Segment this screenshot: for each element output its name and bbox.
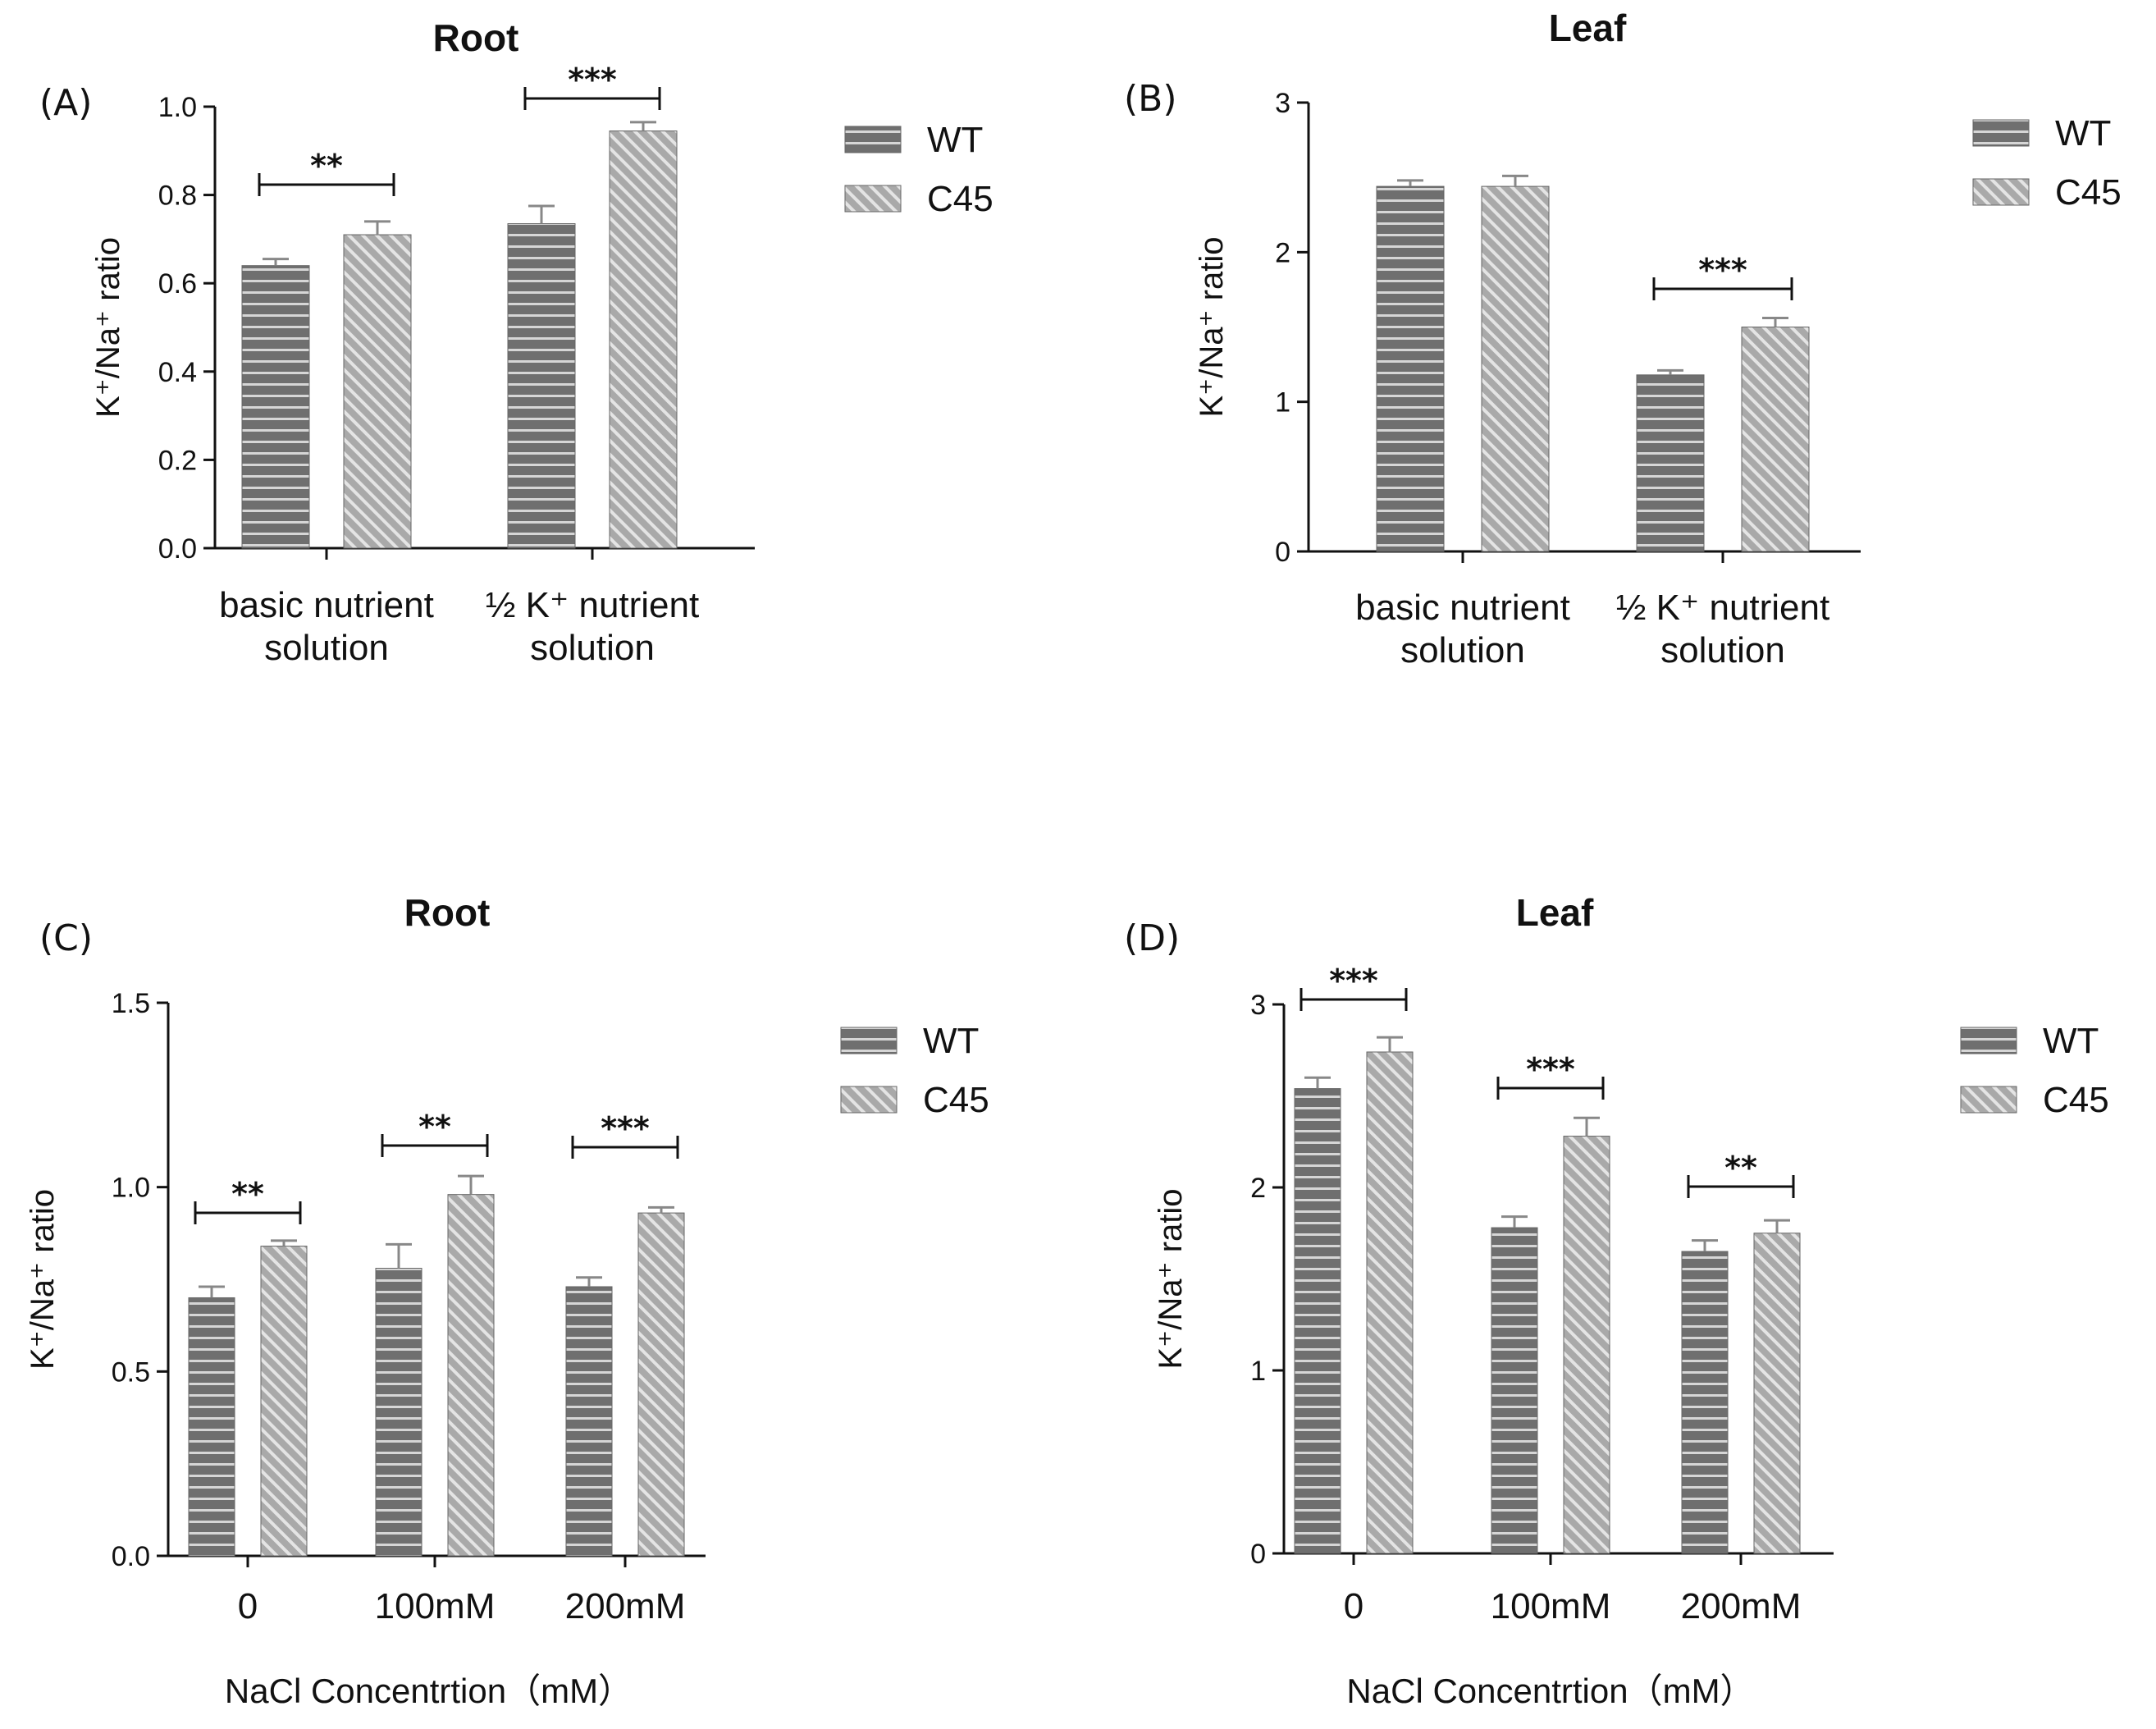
bar-wt — [1681, 1251, 1729, 1554]
bar-c45 — [343, 234, 412, 549]
x-tick-label: 0 — [1344, 1586, 1363, 1626]
panel-d: (D) Leaf K⁺/Na⁺ ratio NaCl Concentrtion（… — [1124, 891, 2109, 1710]
legend-swatch-c45 — [844, 185, 902, 213]
panel-label: (A) — [39, 82, 92, 124]
y-tick-label: 0.0 — [112, 1541, 150, 1572]
y-axis-label: K⁺/Na⁺ ratio — [90, 237, 126, 418]
significance-label: *** — [568, 62, 617, 98]
y-tick-label: 1 — [1250, 1356, 1266, 1387]
bar-wt — [188, 1297, 235, 1557]
legend-label-wt: WT — [2055, 113, 2111, 153]
legend-label-c45: C45 — [927, 179, 993, 219]
bar-c45 — [1753, 1233, 1801, 1554]
bar-c45 — [1741, 327, 1810, 552]
y-axis-label: K⁺/Na⁺ ratio — [1153, 1188, 1189, 1369]
y-tick-label: 1.0 — [158, 92, 197, 123]
significance-label: *** — [1698, 252, 1747, 288]
y-tick-label: 0.8 — [158, 181, 197, 212]
legend-swatch-wt — [1960, 1027, 2017, 1054]
chart-title: Leaf — [1516, 891, 1594, 934]
legend-swatch-c45 — [1960, 1086, 2017, 1114]
y-tick-label: 0.5 — [112, 1356, 150, 1388]
bar-wt — [1376, 185, 1445, 552]
x-tick-label: ½ K⁺ nutrient solution — [1616, 588, 1829, 670]
legend-label-c45: C45 — [2043, 1080, 2109, 1120]
x-tick-label: ½ K⁺ nutrient solution — [486, 585, 699, 668]
chart-title: Leaf — [1549, 7, 1627, 49]
x-axis-label: NaCl Concentrtion（mM） — [1346, 1672, 1754, 1710]
x-tick-label: basic nutrient solution — [1355, 588, 1570, 670]
significance-label: *** — [601, 1110, 650, 1146]
bar-wt — [507, 223, 576, 549]
bar-wt — [1636, 374, 1705, 552]
legend-swatch-c45 — [840, 1086, 898, 1114]
bar-c45 — [260, 1246, 308, 1557]
x-tick-label: 200mM — [1681, 1586, 1802, 1626]
y-tick-label: 2 — [1250, 1173, 1266, 1204]
bar-c45 — [1366, 1051, 1414, 1554]
significance-label: ** — [418, 1109, 451, 1145]
legend-label-wt: WT — [927, 120, 983, 160]
y-tick-label: 1.0 — [112, 1173, 150, 1204]
panel-label: (C) — [39, 917, 93, 959]
x-tick-label: basic nutrient solution — [219, 585, 434, 668]
legend-label-wt: WT — [923, 1021, 979, 1061]
significance-label: *** — [1526, 1051, 1575, 1087]
y-tick-label: 2 — [1275, 237, 1290, 268]
legend-label-c45: C45 — [923, 1080, 989, 1120]
y-axis-label: K⁺/Na⁺ ratio — [25, 1189, 61, 1370]
y-tick-label: 0 — [1250, 1539, 1266, 1570]
y-tick-label: 0.0 — [158, 533, 197, 565]
legend-label-wt: WT — [2043, 1021, 2099, 1061]
bar-c45 — [609, 130, 678, 549]
legend-label-c45: C45 — [2055, 172, 2122, 213]
bar-c45 — [447, 1194, 495, 1557]
bar-wt — [1491, 1227, 1538, 1554]
legend-swatch-c45 — [1972, 178, 2030, 206]
panel-c: (C) Root K⁺/Na⁺ ratio NaCl Concentrtion（… — [25, 891, 989, 1710]
y-tick-label: 0.2 — [158, 445, 197, 476]
significance-label: ** — [310, 148, 343, 184]
y-tick-label: 1.5 — [112, 988, 150, 1019]
chart-title: Root — [433, 16, 519, 59]
x-axis-label: NaCl Concentrtion（mM） — [225, 1672, 633, 1710]
bar-wt — [1294, 1088, 1341, 1554]
x-tick-label: 100mM — [1491, 1586, 1611, 1626]
bar-c45 — [637, 1212, 685, 1557]
bar-c45 — [1563, 1136, 1610, 1554]
x-tick-label: 200mM — [565, 1586, 686, 1626]
y-tick-label: 0.6 — [158, 268, 197, 300]
legend-swatch-wt — [844, 126, 902, 153]
bar-wt — [375, 1268, 423, 1557]
panel-b: (B) Leaf K⁺/Na⁺ ratio WT C45 0 1 2 3 basic n… — [1124, 7, 2122, 670]
panel-a: (A) Root K⁺/Na⁺ ratio WT C45 0.0 0.2 0.4 0.… — [39, 16, 993, 668]
chart-title: Root — [404, 891, 491, 934]
significance-label: ** — [231, 1176, 264, 1212]
legend-swatch-wt — [1972, 119, 2030, 147]
y-tick-label: 3 — [1250, 990, 1266, 1021]
legend-swatch-wt — [840, 1027, 898, 1054]
panel-label: (D) — [1124, 917, 1180, 959]
bar-wt — [565, 1286, 613, 1557]
significance-label: ** — [1724, 1150, 1757, 1186]
panel-label: (B) — [1124, 78, 1177, 120]
y-axis-label: K⁺/Na⁺ ratio — [1194, 236, 1230, 417]
bar-wt — [241, 265, 310, 549]
significance-label: *** — [1329, 963, 1378, 999]
x-tick-label: 0 — [238, 1586, 258, 1626]
y-tick-label: 1 — [1275, 387, 1290, 419]
y-tick-label: 0 — [1275, 537, 1290, 568]
x-tick-label: 100mM — [375, 1586, 496, 1626]
bar-c45 — [1481, 185, 1550, 552]
y-tick-label: 3 — [1275, 88, 1290, 119]
y-tick-label: 0.4 — [158, 357, 197, 388]
